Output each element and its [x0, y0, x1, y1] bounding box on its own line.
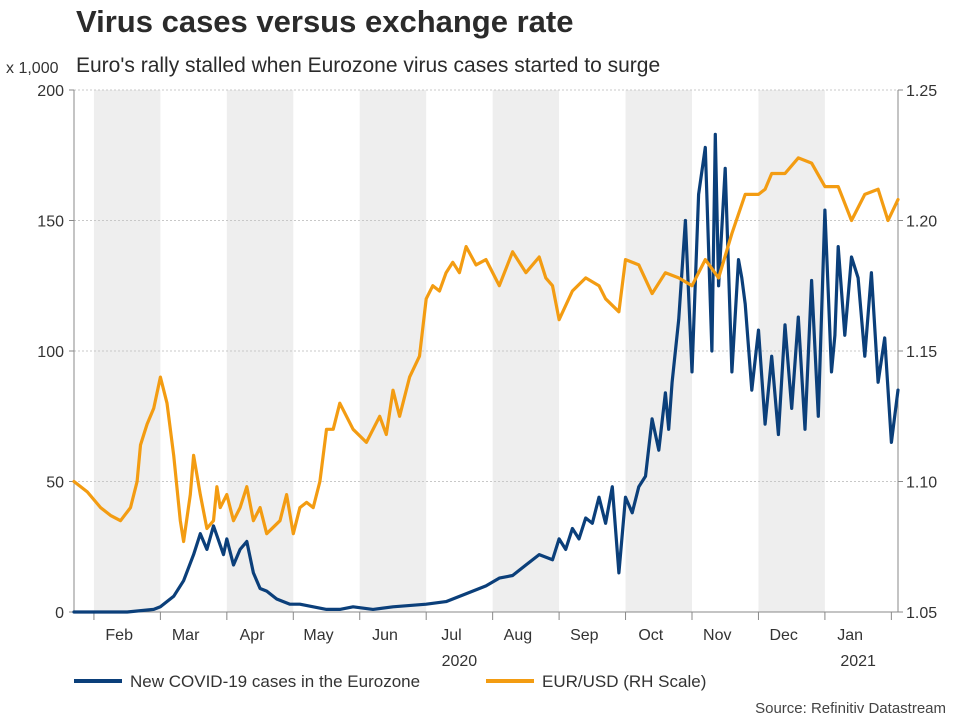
right-tick-label: 1.15	[906, 344, 937, 361]
month-label: Oct	[638, 627, 663, 644]
series-line-eurusd	[72, 156, 900, 544]
right-tick-label: 1.20	[906, 214, 937, 231]
left-tick-label: 50	[46, 475, 64, 492]
month-label: Jun	[372, 627, 398, 644]
month-label: Nov	[703, 627, 731, 644]
series-line-covid-cases	[72, 132, 900, 614]
legend-label-covid-cases: New COVID-19 cases in the Eurozone	[130, 672, 421, 691]
legend-swatch-eurusd	[486, 678, 534, 683]
right-tick-label: 1.10	[906, 475, 937, 492]
month-label: Sep	[570, 627, 599, 644]
shaded-month-band	[359, 90, 427, 612]
right-tick-label: 1.05	[906, 605, 937, 622]
source-note: Source: Refinitiv Datastream	[755, 700, 946, 717]
chart-title: Virus cases versus exchange rate	[76, 4, 574, 39]
left-tick-label: 0	[55, 605, 64, 622]
legend-item-covid-cases: New COVID-19 cases in the Eurozone	[74, 672, 420, 692]
year-label: 2020	[442, 653, 478, 670]
month-label: May	[303, 627, 333, 644]
year-label: 2021	[840, 653, 876, 670]
left-axis-unit-label: x 1,000	[6, 60, 59, 77]
month-label: Jan	[837, 627, 863, 644]
left-tick-label: 100	[37, 344, 64, 361]
legend-item-eurusd: EUR/USD (RH Scale)	[486, 672, 706, 692]
month-label: Apr	[240, 627, 266, 644]
month-label: Mar	[172, 627, 200, 644]
left-tick-label: 200	[37, 83, 64, 100]
left-tick-label: 150	[37, 214, 64, 231]
month-label: Jul	[441, 627, 461, 644]
month-label: Feb	[105, 627, 133, 644]
month-label: Aug	[504, 627, 532, 644]
month-label: Dec	[769, 627, 797, 644]
chart-subtitle: Euro's rally stalled when Eurozone virus…	[76, 54, 661, 77]
right-tick-label: 1.25	[906, 83, 937, 100]
legend-swatch-covid-cases	[74, 678, 122, 683]
legend-label-eurusd: EUR/USD (RH Scale)	[542, 672, 707, 691]
